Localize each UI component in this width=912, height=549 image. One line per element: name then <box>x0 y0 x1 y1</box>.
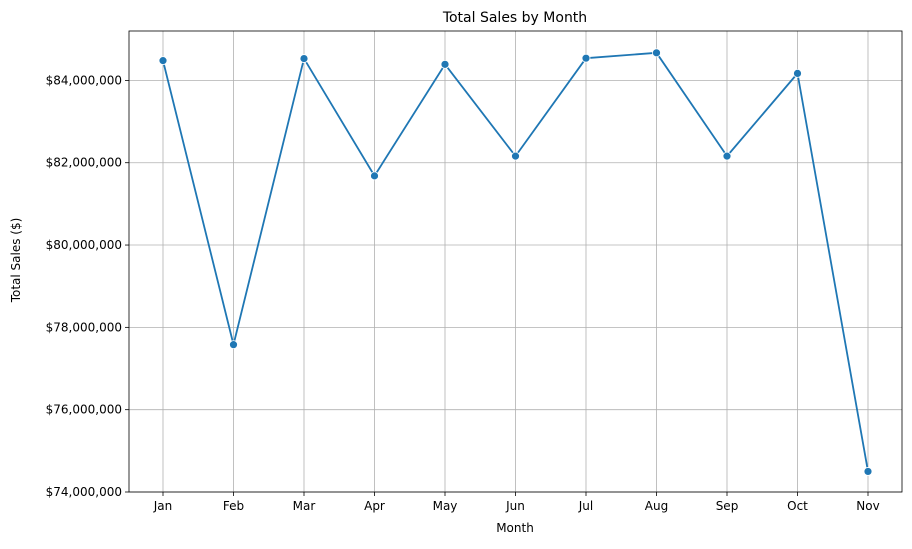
data-point <box>652 48 661 58</box>
data-point <box>299 54 309 63</box>
y-tick-label: $80,000,000 <box>46 238 122 252</box>
y-axis-label: Total Sales ($) <box>9 218 23 304</box>
x-tick-label: Mar <box>293 499 316 513</box>
x-tick-label: Jan <box>153 499 173 513</box>
data-point <box>863 467 873 476</box>
tick-labels: Jan Feb Mar Apr May Jun Jul Aug Sep Oct Nov $74,000… <box>46 73 880 513</box>
grid-lines <box>129 31 902 493</box>
x-tick-label: Sep <box>716 499 739 513</box>
chart-title: Total Sales by Month <box>442 10 587 26</box>
data-series <box>158 48 873 476</box>
y-tick-label: $82,000,000 <box>46 156 122 170</box>
data-point <box>370 171 379 181</box>
x-tick-label: Oct <box>787 499 808 513</box>
data-point <box>229 340 238 350</box>
x-tick-label: Jul <box>578 499 593 513</box>
x-tick-label: Aug <box>645 499 668 513</box>
x-axis-label: Month <box>496 521 534 535</box>
y-tick-label: $74,000,000 <box>46 485 122 499</box>
plot-frame <box>128 30 903 493</box>
data-point <box>158 56 168 66</box>
axes <box>125 30 903 496</box>
x-tick-label: Apr <box>364 499 385 513</box>
x-tick-label: Feb <box>223 499 244 513</box>
data-point <box>511 151 520 161</box>
data-point <box>581 53 591 63</box>
x-tick-label: Nov <box>856 499 879 513</box>
y-tick-label: $76,000,000 <box>46 403 122 417</box>
y-tick-label: $78,000,000 <box>46 320 122 334</box>
data-point <box>440 59 450 69</box>
x-tick-label: May <box>433 499 458 513</box>
y-tick-label: $84,000,000 <box>46 73 122 87</box>
x-tick-label: Jun <box>505 499 525 513</box>
data-point <box>722 151 732 161</box>
data-point <box>793 68 802 78</box>
